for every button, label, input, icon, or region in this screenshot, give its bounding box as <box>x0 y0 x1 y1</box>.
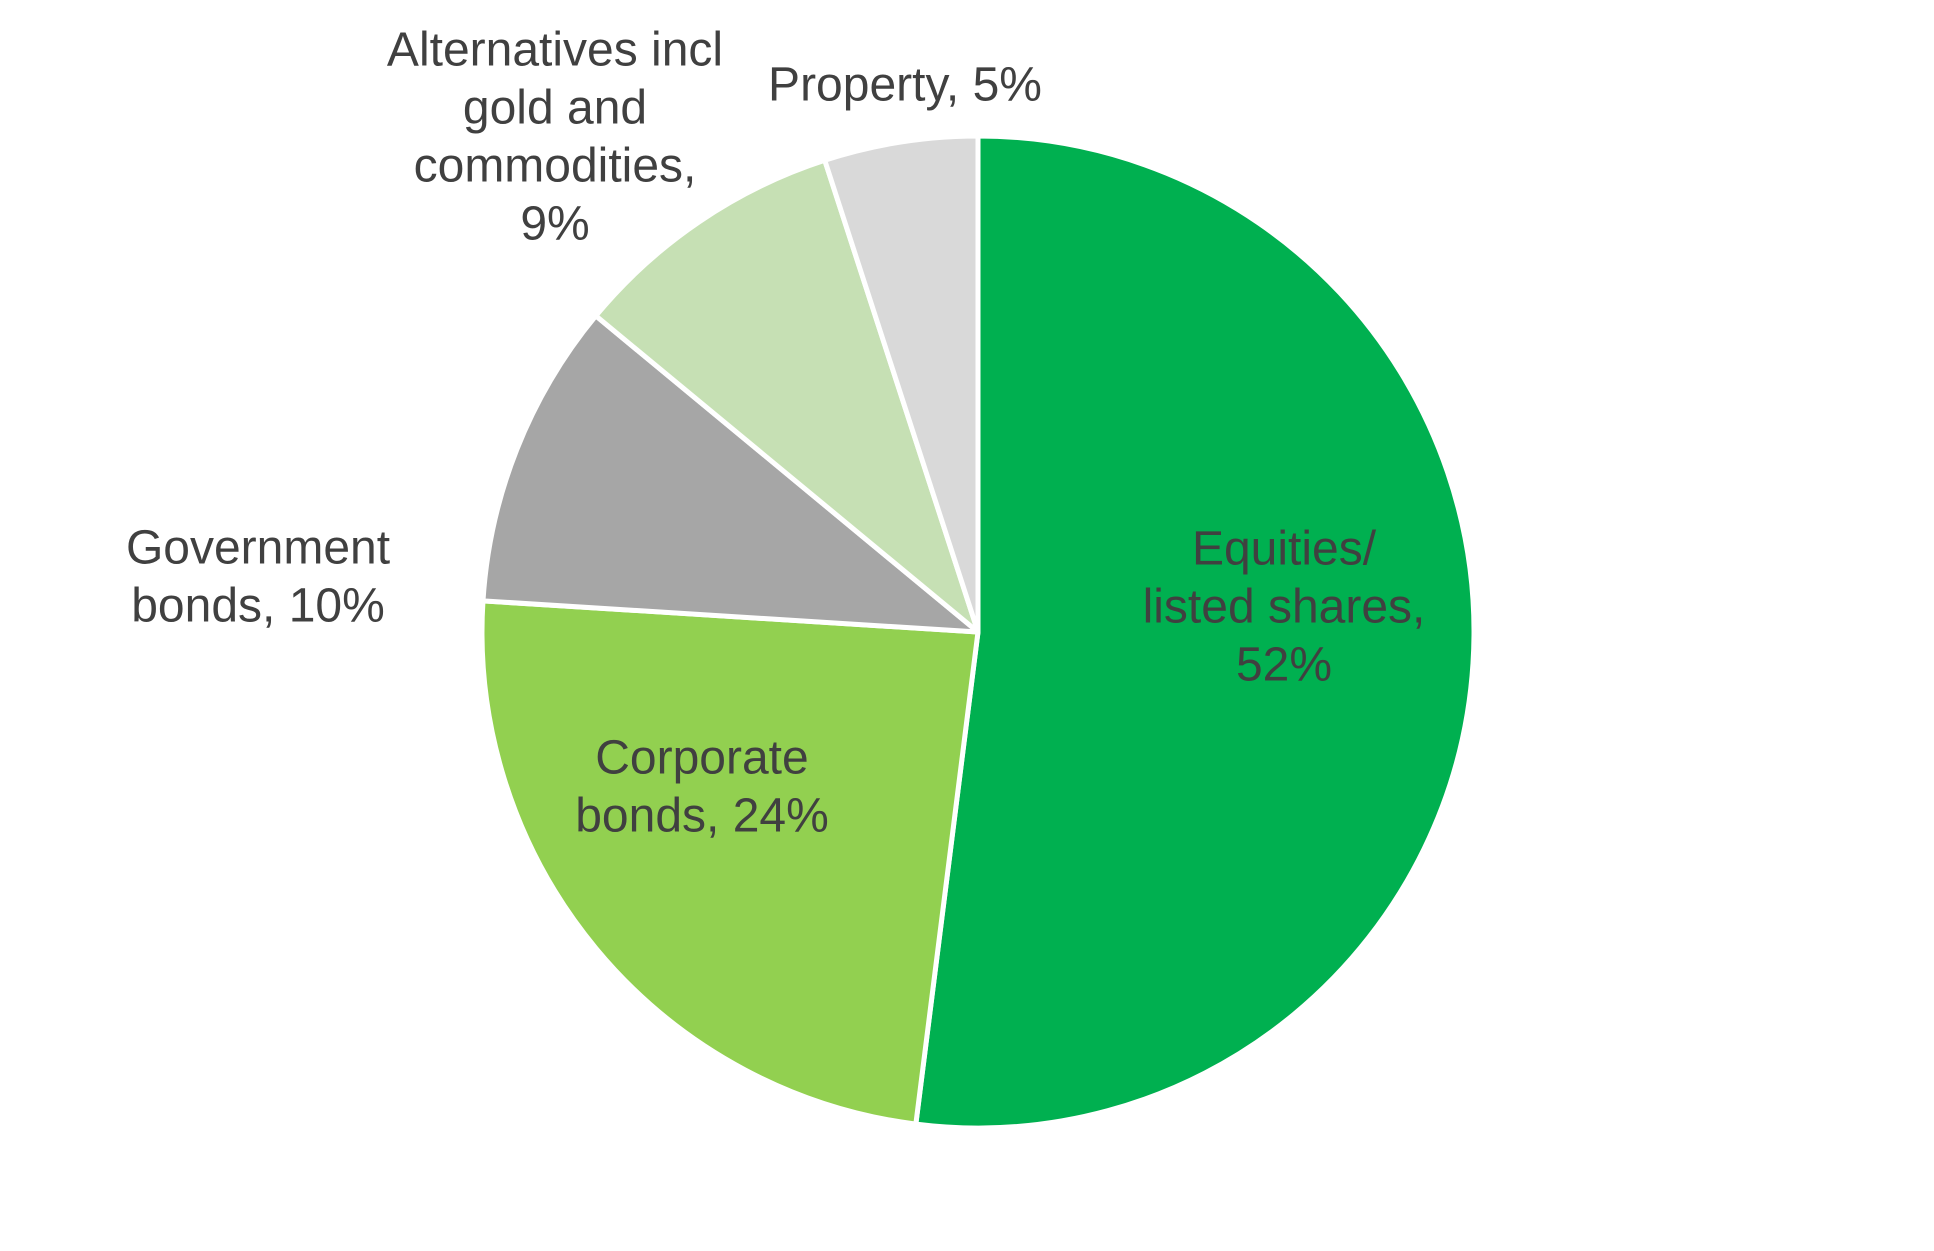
pie-slice-label-line: 9% <box>520 198 589 251</box>
pie-labels: Equities/listed shares, 52%Corporate bonds… <box>126 24 1425 843</box>
pie-slice-label-line: Government <box>126 522 390 575</box>
pie-slice-label-1: Corporate bonds, 24% <box>575 732 829 843</box>
pie-slice-label-line: Alternatives incl <box>387 24 723 77</box>
pie-slice-label-line: bonds, 10% <box>131 580 385 633</box>
pie-slice-0 <box>913 133 1477 1131</box>
pie-slice-label-line: commodities, <box>414 140 697 193</box>
pie-slice-label-line: listed shares, <box>1143 581 1426 634</box>
pie-slice-label-line: Equities/ <box>1192 523 1377 576</box>
pie-slice-label-line: 52% <box>1236 639 1332 692</box>
pie-slice-label-line: gold and <box>463 82 647 135</box>
pie-slice-label-0: Equities/listed shares, 52% <box>1143 523 1426 692</box>
pie-slice-label-line: bonds, 24% <box>575 790 829 843</box>
pie-slice-4 <box>822 133 981 635</box>
pie-slice-label-line: Property, 5% <box>768 59 1042 112</box>
pie-slice-label-3: Alternatives incl gold and commodities, 9% <box>387 24 723 251</box>
pie-slice-label-4: Property, 5% <box>768 59 1042 112</box>
pie-slice-label-line: Corporate <box>595 732 808 785</box>
pie-slices <box>479 133 1477 1131</box>
pie-slice-2 <box>480 313 981 635</box>
pie-slice-label-2: Government bonds, 10% <box>126 522 390 633</box>
pie-slice-3 <box>593 157 981 635</box>
pie-slice-1 <box>479 598 981 1127</box>
